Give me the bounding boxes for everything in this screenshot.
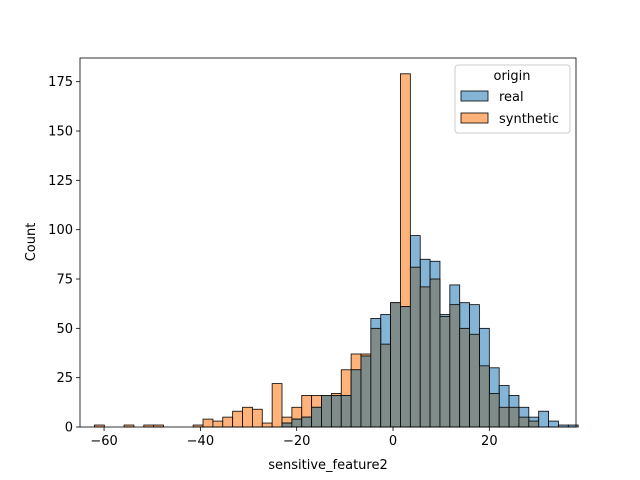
y-ticks: 0 25 50 75 100 125 150 175 <box>48 75 80 436</box>
x-ticks: −60 −40 −20 0 20 <box>90 427 498 449</box>
bar-overlap <box>360 355 372 428</box>
bar-overlap <box>409 266 421 428</box>
bar-overlap <box>469 333 480 428</box>
y-tick-label: 50 <box>56 322 73 337</box>
bar-synthetic <box>212 420 224 428</box>
bar-overlap <box>301 416 313 428</box>
bar-overlap <box>498 406 510 428</box>
bar-overlap <box>321 395 332 428</box>
bar-synthetic <box>251 408 263 428</box>
x-tick-label: 0 <box>389 434 397 449</box>
bar-overlap <box>439 316 451 428</box>
bar-overlap <box>479 365 490 428</box>
x-tick-label: −60 <box>90 434 117 449</box>
plot-frame <box>79 57 577 428</box>
bar-overlap <box>449 304 461 428</box>
bar-synthetic <box>291 406 303 420</box>
bar-overlap <box>311 406 322 428</box>
bar-synthetic <box>261 422 273 428</box>
bar-overlap <box>528 420 540 428</box>
bar-overlap <box>370 327 382 428</box>
legend-real-swatch <box>460 90 489 102</box>
y-tick-label: 100 <box>48 223 73 238</box>
bar-overlap <box>390 302 401 428</box>
y-tick-label: 0 <box>65 421 73 436</box>
bar-synthetic <box>242 406 253 428</box>
x-axis-label: sensitive_feature2 <box>268 458 388 473</box>
bar-synthetic <box>340 369 352 396</box>
series-synthetic-bars <box>94 73 540 428</box>
bar-overlap <box>330 395 342 428</box>
bar-synthetic <box>222 416 234 428</box>
x-tick-label: 20 <box>481 434 498 449</box>
y-tick-label: 25 <box>56 371 73 386</box>
y-tick-label: 175 <box>48 75 73 90</box>
bar-synthetic <box>301 395 313 418</box>
bar-real <box>548 420 559 428</box>
y-tick-label: 75 <box>56 273 73 288</box>
bar-overlap <box>488 393 500 428</box>
bar-overlap <box>508 406 520 428</box>
bar-synthetic <box>202 418 214 428</box>
bar-synthetic <box>281 416 293 424</box>
axes <box>79 57 577 428</box>
bar-synthetic <box>311 395 322 408</box>
x-tick-label: −20 <box>283 434 310 449</box>
legend: origin real synthetic <box>454 64 571 134</box>
bar-synthetic <box>400 73 411 308</box>
bar-overlap <box>380 343 392 428</box>
bar-overlap <box>429 278 441 428</box>
legend-synthetic-swatch <box>460 112 489 124</box>
legend-synthetic-label: synthetic <box>499 112 559 127</box>
y-axis-label: Count <box>24 223 39 262</box>
bar-overlap <box>281 422 293 428</box>
y-tick-label: 150 <box>48 125 73 140</box>
y-tick-label: 125 <box>48 174 73 189</box>
bar-overlap <box>340 395 352 428</box>
legend-title: origin <box>493 69 530 84</box>
legend-real-label: real <box>499 90 524 105</box>
bar-overlap <box>419 286 431 428</box>
bar-synthetic <box>271 383 283 428</box>
bar-real <box>538 410 549 428</box>
bar-overlap <box>518 416 530 428</box>
bar-synthetic <box>350 353 362 371</box>
bar-overlap <box>459 327 470 428</box>
bar-synthetic <box>232 410 243 428</box>
bar-overlap <box>400 306 411 428</box>
bar-overlap <box>291 418 303 428</box>
bar-overlap <box>350 369 362 428</box>
x-tick-label: −40 <box>187 434 214 449</box>
